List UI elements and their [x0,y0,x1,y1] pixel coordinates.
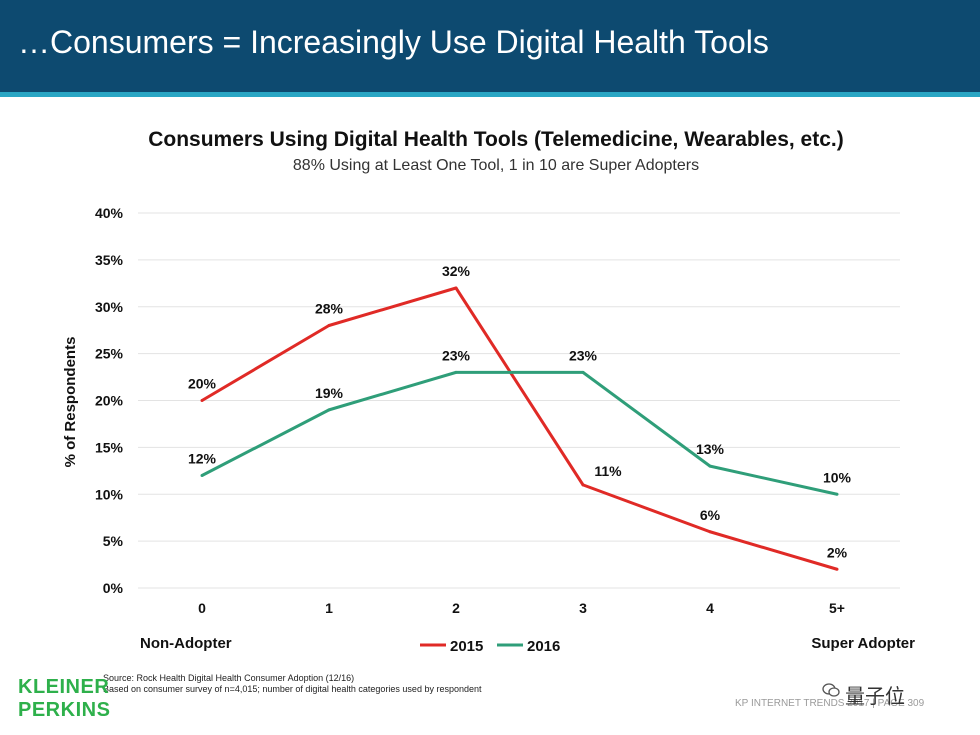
data-label: 11% [594,463,622,479]
chart-subtitle: 88% Using at Least One Tool, 1 in 10 are… [293,157,699,174]
data-label: 12% [188,451,217,467]
data-point [708,464,712,468]
y-axis-label: % of Respondents [62,337,79,468]
logo-line-2: PERKINS [18,699,111,721]
data-point [327,408,331,412]
data-point [200,474,204,477]
data-label: 28% [315,301,344,317]
x-tick-label: 1 [325,600,333,616]
legend-label: 2015 [450,638,483,655]
wechat-icon [822,683,840,697]
data-label: 13% [696,441,725,457]
legend-label: 2016 [527,638,560,655]
data-point [581,370,585,374]
kleiner-perkins-logo: KLEINER PERKINS [18,676,110,722]
y-tick-label: 5% [103,533,124,549]
data-point [454,286,458,290]
data-point [581,483,585,487]
data-label: 19% [315,385,344,401]
source-line-2: Based on consumer survey of n=4,015; num… [103,684,482,694]
data-label: 6% [700,507,721,523]
line-chart: Consumers Using Digital Health Tools (Te… [62,128,915,655]
x-tick-label: 4 [706,600,714,616]
data-label: 10% [823,469,852,485]
super-adopter-label: Super Adopter [811,635,915,652]
y-tick-label: 25% [95,346,124,362]
data-label: 2% [827,544,848,560]
logo-line-1: KLEINER [18,676,110,698]
y-tick-label: 20% [95,393,124,409]
x-tick-label: 2 [452,600,460,616]
chart-title: Consumers Using Digital Health Tools (Te… [148,128,844,151]
data-point [454,370,458,374]
y-tick-label: 30% [95,299,124,315]
y-tick-label: 40% [95,205,124,221]
source-note: Source: Rock Health Digital Health Consu… [103,673,482,695]
y-tick-label: 35% [95,252,124,268]
y-tick-label: 15% [95,439,124,455]
data-point [835,492,839,496]
x-tick-label: 0 [198,600,206,616]
slide-header: …Consumers = Increasingly Use Digital He… [0,0,980,92]
data-point [708,530,712,534]
data-point [835,567,839,571]
series-line-2016 [201,370,838,496]
non-adopter-label: Non-Adopter [140,635,232,652]
y-tick-label: 10% [95,486,124,502]
header-divider [0,92,980,97]
data-label: 20% [188,376,217,392]
y-tick-label: 0% [103,580,124,596]
data-label: 23% [569,347,598,363]
data-label: 32% [442,263,471,279]
x-tick-label: 3 [579,600,587,616]
watermark: 量子位 [845,684,905,708]
source-line-1: Source: Rock Health Digital Health Consu… [103,673,355,683]
data-point [327,324,331,327]
slide-title: …Consumers = Increasingly Use Digital He… [18,24,769,60]
data-label: 23% [442,347,471,363]
x-tick-label: 5+ [829,600,845,616]
data-point [200,399,204,402]
page-footer: KP INTERNET TRENDS 2017 | PAGE 309 [735,698,925,709]
series-line-2015 [201,286,838,571]
